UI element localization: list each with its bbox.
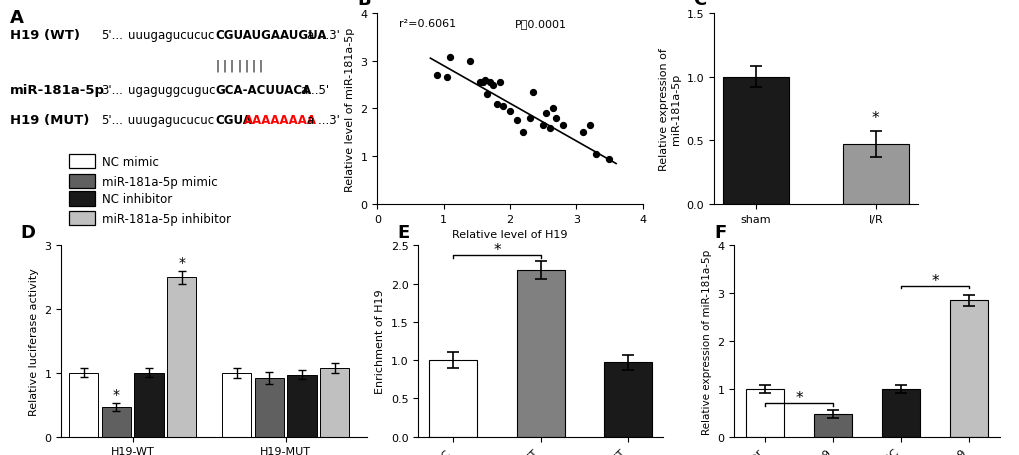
Point: [488, 101, 504, 108]
Text: NC mimic: NC mimic: [102, 156, 158, 168]
Bar: [135, 373, 163, 437]
Text: *: *: [113, 388, 119, 402]
Bar: [69, 373, 98, 437]
Text: miR-181a-5p inhibitor: miR-181a-5p inhibitor: [102, 212, 230, 225]
Bar: [69, 212, 95, 226]
Point: [462, 58, 478, 65]
Text: |: |: [251, 60, 255, 72]
Bar: [102, 407, 130, 437]
Text: |: |: [258, 60, 262, 72]
Bar: [950, 301, 986, 437]
Bar: [813, 415, 851, 437]
Bar: [69, 155, 95, 169]
Point: [525, 89, 541, 96]
Y-axis label: Relative expression of
miR-181a-5p: Relative expression of miR-181a-5p: [659, 48, 681, 171]
Point: [538, 111, 554, 118]
Text: uuugagucucuc: uuugagucucuc: [127, 29, 214, 42]
Text: CGUA: CGUA: [216, 114, 253, 127]
Text: 3'...: 3'...: [102, 83, 123, 96]
Text: *: *: [930, 273, 937, 288]
Text: *: *: [178, 256, 184, 270]
Bar: [516, 270, 565, 437]
Text: |: |: [229, 60, 233, 72]
Text: 5'...: 5'...: [102, 114, 123, 127]
Text: D: D: [20, 223, 36, 241]
Y-axis label: Relative luciferase activity: Relative luciferase activity: [29, 268, 39, 415]
Y-axis label: Relative level of miR-181a-5p: Relative level of miR-181a-5p: [344, 27, 355, 191]
Point: [429, 72, 445, 79]
Text: a ...3': a ...3': [307, 29, 339, 42]
Bar: [320, 368, 348, 437]
Text: ugaguggcuguc: ugaguggcuguc: [127, 83, 215, 96]
Text: B: B: [357, 0, 370, 9]
Bar: [69, 192, 95, 206]
Text: C: C: [693, 0, 706, 9]
Text: |: |: [236, 60, 240, 72]
X-axis label: Relative level of H19: Relative level of H19: [451, 230, 568, 240]
Point: [485, 82, 501, 89]
Point: [495, 103, 512, 111]
Text: F: F: [713, 223, 726, 241]
Bar: [287, 375, 316, 437]
Bar: [722, 77, 789, 205]
Point: [442, 55, 459, 62]
Bar: [429, 360, 477, 437]
Text: *: *: [492, 242, 500, 257]
Text: |: |: [222, 60, 226, 72]
Text: miR-181a-5p mimic: miR-181a-5p mimic: [102, 175, 217, 188]
Point: [544, 106, 560, 113]
Bar: [255, 378, 283, 437]
Point: [534, 122, 550, 130]
Text: CGUAUGAAUGUA: CGUAUGAAUGUA: [216, 29, 327, 42]
Point: [507, 117, 524, 125]
Text: *: *: [795, 390, 802, 405]
Text: E: E: [397, 223, 410, 241]
Point: [601, 156, 618, 163]
Text: A: A: [10, 9, 24, 27]
Point: [541, 125, 557, 132]
Text: |: |: [244, 60, 248, 72]
Y-axis label: Relative expression of miR-181a-5p: Relative expression of miR-181a-5p: [701, 249, 711, 434]
Text: a...5': a...5': [301, 83, 329, 96]
Text: r²=0.6061: r²=0.6061: [398, 19, 455, 29]
Point: [501, 108, 518, 115]
Text: |: |: [215, 60, 219, 72]
Point: [587, 151, 603, 158]
Point: [482, 79, 498, 86]
Point: [438, 75, 454, 82]
Y-axis label: Enrichment of H19: Enrichment of H19: [375, 289, 385, 394]
Point: [575, 129, 591, 136]
Text: H19 (WT): H19 (WT): [10, 29, 81, 42]
Bar: [69, 175, 95, 189]
Bar: [167, 278, 196, 437]
Text: GCA-ACUUACA: GCA-ACUUACA: [216, 83, 312, 96]
Text: H19 (MUT): H19 (MUT): [10, 114, 90, 127]
Text: AAAAAAAA: AAAAAAAA: [244, 114, 316, 127]
Point: [491, 79, 507, 86]
Point: [554, 122, 571, 130]
Text: 5'...: 5'...: [102, 29, 123, 42]
Bar: [222, 373, 251, 437]
Point: [472, 79, 488, 86]
Point: [581, 122, 597, 130]
Text: uuugagucucuc: uuugagucucuc: [124, 114, 214, 127]
Bar: [881, 389, 919, 437]
Text: a ...3': a ...3': [307, 114, 339, 127]
Bar: [603, 363, 651, 437]
Text: P＜0.0001: P＜0.0001: [515, 19, 567, 29]
Point: [521, 115, 538, 122]
Text: miR-181a-5p: miR-181a-5p: [10, 83, 105, 96]
Point: [475, 79, 491, 86]
Point: [548, 115, 565, 122]
Point: [478, 91, 494, 98]
Bar: [746, 389, 783, 437]
Point: [476, 77, 492, 84]
Bar: [842, 145, 908, 205]
Text: *: *: [871, 111, 878, 126]
Point: [515, 129, 531, 136]
Text: NC inhibitor: NC inhibitor: [102, 192, 171, 206]
